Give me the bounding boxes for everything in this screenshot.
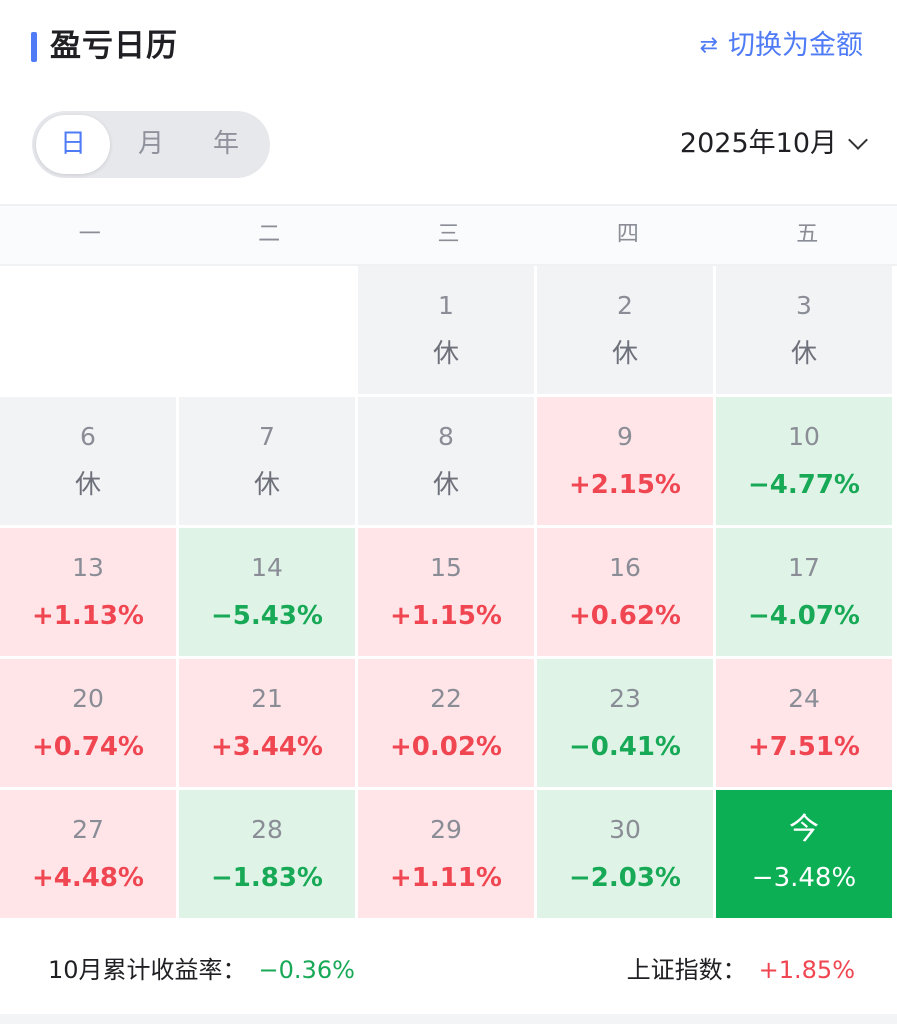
day-return: +0.74% bbox=[32, 732, 144, 762]
calendar-day-today[interactable]: 今 −3.48% bbox=[716, 790, 892, 918]
swap-arrows-icon: ⇄ bbox=[699, 33, 718, 58]
day-return: +2.15% bbox=[569, 470, 681, 500]
month-selector-value: 2025年10月 bbox=[679, 128, 837, 159]
weekday-wed: 三 bbox=[437, 222, 460, 247]
day-return: −4.07% bbox=[748, 601, 860, 631]
bottom-divider bbox=[0, 1014, 897, 1024]
day-rest-label: 休 bbox=[432, 470, 459, 500]
calendar-day[interactable]: 21 +3.44% bbox=[179, 659, 355, 787]
calendar-day[interactable]: 29 +1.11% bbox=[358, 790, 534, 918]
index-label: 上证指数： bbox=[626, 956, 747, 984]
summary-footer: 10月累计收益率： −0.36% 上证指数： +1.85% bbox=[0, 920, 897, 1016]
weekday-fri: 五 bbox=[796, 222, 819, 247]
day-number: 16 bbox=[609, 553, 641, 582]
tab-year[interactable]: 年 bbox=[212, 129, 239, 159]
day-number: 1 bbox=[438, 291, 454, 320]
calendar-day[interactable]: 9 +2.15% bbox=[537, 397, 713, 525]
day-rest-label: 休 bbox=[253, 470, 280, 500]
calendar-day[interactable]: 20 +0.74% bbox=[0, 659, 176, 787]
empty-cell bbox=[179, 266, 355, 394]
day-return: +1.13% bbox=[32, 601, 144, 631]
day-rest-label: 休 bbox=[611, 339, 638, 369]
day-return: −0.41% bbox=[569, 732, 681, 762]
day-number: 今 bbox=[789, 812, 819, 847]
day-rest-label: 休 bbox=[432, 339, 459, 369]
day-rest-label: 休 bbox=[74, 470, 101, 500]
calendar-day[interactable]: 28 −1.83% bbox=[179, 790, 355, 918]
calendar-day[interactable]: 10 −4.77% bbox=[716, 397, 892, 525]
calendar-day[interactable]: 17 −4.07% bbox=[716, 528, 892, 656]
day-return: +0.62% bbox=[569, 601, 681, 631]
tab-month[interactable]: 月 bbox=[137, 129, 164, 159]
calendar-day[interactable]: 13 +1.13% bbox=[0, 528, 176, 656]
calendar-day[interactable]: 30 −2.03% bbox=[537, 790, 713, 918]
period-segmented-control: 日 月 年 bbox=[32, 111, 270, 178]
day-return: −2.03% bbox=[569, 863, 681, 893]
empty-cell bbox=[0, 266, 176, 394]
calendar-day[interactable]: 23 −0.41% bbox=[537, 659, 713, 787]
calendar-day[interactable]: 16 +0.62% bbox=[537, 528, 713, 656]
day-number: 17 bbox=[788, 553, 820, 582]
day-return: −5.43% bbox=[211, 601, 323, 631]
switch-label: 切换为金额 bbox=[728, 30, 863, 61]
title-accent-bar bbox=[31, 32, 37, 62]
day-number: 29 bbox=[430, 815, 462, 844]
day-return: −3.48% bbox=[751, 863, 857, 893]
day-number: 3 bbox=[796, 291, 812, 320]
day-number: 21 bbox=[251, 684, 283, 713]
day-number: 9 bbox=[617, 422, 633, 451]
day-number: 6 bbox=[80, 422, 96, 451]
day-return: +0.02% bbox=[390, 732, 502, 762]
chevron-down-icon bbox=[848, 130, 868, 150]
day-number: 23 bbox=[609, 684, 641, 713]
month-return-value: −0.36% bbox=[258, 956, 355, 984]
day-number: 10 bbox=[788, 422, 820, 451]
day-number: 24 bbox=[788, 684, 820, 713]
day-number: 2 bbox=[617, 291, 633, 320]
weekday-thu: 四 bbox=[616, 222, 639, 247]
day-number: 22 bbox=[430, 684, 462, 713]
index-return: 上证指数： +1.85% bbox=[627, 950, 855, 990]
day-number: 13 bbox=[72, 553, 104, 582]
month-return: 10月累计收益率： −0.36% bbox=[48, 950, 355, 990]
tab-day[interactable]: 日 bbox=[36, 115, 110, 174]
page-title: 盈亏日历 bbox=[50, 28, 178, 64]
calendar-day[interactable]: 22 +0.02% bbox=[358, 659, 534, 787]
day-rest-label: 休 bbox=[790, 339, 817, 369]
calendar-day[interactable]: 27 +4.48% bbox=[0, 790, 176, 918]
weekday-mon: 一 bbox=[78, 222, 101, 247]
index-value: +1.85% bbox=[758, 956, 855, 984]
calendar-day[interactable]: 24 +7.51% bbox=[716, 659, 892, 787]
day-number: 20 bbox=[72, 684, 104, 713]
day-return: +3.44% bbox=[211, 732, 323, 762]
day-return: +7.51% bbox=[748, 732, 860, 762]
day-number: 8 bbox=[438, 422, 454, 451]
switch-to-amount-button[interactable]: ⇄ 切换为金额 bbox=[700, 26, 863, 66]
day-number: 14 bbox=[251, 553, 283, 582]
day-return: +1.15% bbox=[390, 601, 502, 631]
day-return: +4.48% bbox=[32, 863, 144, 893]
calendar-header: 盈亏日历 ⇄ 切换为金额 bbox=[0, 0, 897, 96]
day-number: 15 bbox=[430, 553, 462, 582]
day-return: −4.77% bbox=[748, 470, 860, 500]
day-return: −1.83% bbox=[211, 863, 323, 893]
calendar: 一 二 三 四 五 1 休 2 休 3 休 6 休 7 休 8 休 9 +2.15% 10 −4.77% 13 +… bbox=[0, 204, 897, 918]
calendar-day[interactable]: 14 −5.43% bbox=[179, 528, 355, 656]
day-number: 27 bbox=[72, 815, 104, 844]
day-number: 7 bbox=[259, 422, 275, 451]
month-return-label: 10月累计收益率： bbox=[48, 956, 247, 984]
weekday-tue: 二 bbox=[258, 222, 281, 247]
day-number: 28 bbox=[251, 815, 283, 844]
weekday-header: 一 二 三 四 五 bbox=[0, 204, 897, 266]
day-number: 30 bbox=[609, 815, 641, 844]
month-selector[interactable]: 2025年10月 bbox=[679, 124, 868, 164]
calendar-day[interactable]: 15 +1.15% bbox=[358, 528, 534, 656]
day-return: +1.11% bbox=[390, 863, 502, 893]
